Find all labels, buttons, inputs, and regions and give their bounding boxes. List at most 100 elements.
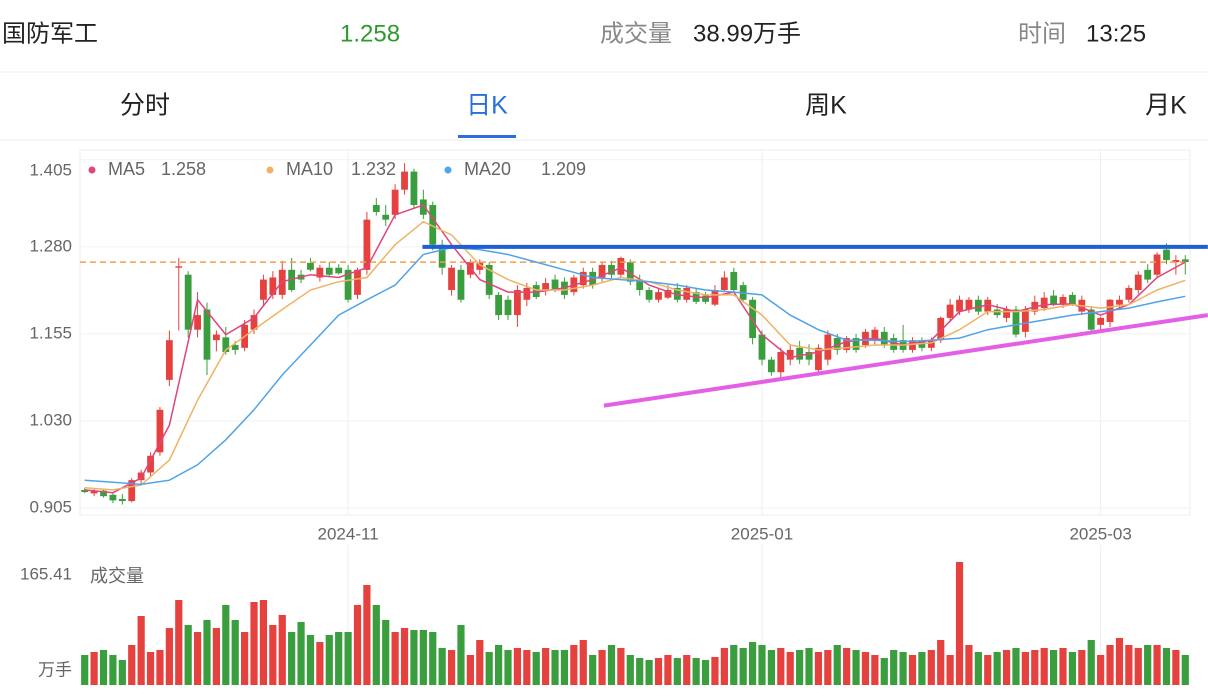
volume-bar bbox=[1031, 649, 1039, 685]
candle-body bbox=[118, 498, 126, 502]
candle-body bbox=[100, 490, 107, 497]
candle-body bbox=[495, 294, 503, 316]
volume-bar bbox=[701, 660, 710, 685]
candle-body bbox=[147, 455, 154, 473]
candle-body bbox=[137, 472, 145, 481]
volume-bar bbox=[908, 654, 917, 685]
tab[interactable]: 周K bbox=[805, 92, 847, 120]
volume-bar bbox=[269, 624, 277, 685]
candle-body bbox=[617, 257, 625, 275]
x-tick-label: 2025-01 bbox=[731, 524, 793, 543]
candle-body bbox=[231, 345, 239, 350]
volume-bar bbox=[1097, 654, 1105, 685]
candle-body bbox=[1125, 287, 1133, 300]
volume-label: 成交量 bbox=[600, 20, 672, 47]
candle-body bbox=[852, 338, 860, 350]
volume-bar bbox=[861, 651, 870, 685]
volume-bar bbox=[711, 656, 719, 685]
legend-name: MA10 bbox=[286, 159, 333, 179]
volume-bar bbox=[843, 647, 851, 685]
candle-body bbox=[476, 262, 484, 270]
tab-underline bbox=[458, 135, 516, 138]
volume-bar bbox=[955, 562, 964, 685]
volume-bar bbox=[457, 624, 465, 685]
volume-bar bbox=[1144, 644, 1152, 685]
candle-body bbox=[485, 264, 493, 295]
volume-bar bbox=[617, 647, 625, 685]
volume-bar bbox=[1012, 647, 1020, 685]
tab[interactable]: 分时 bbox=[120, 92, 170, 120]
candle-body bbox=[514, 290, 521, 316]
volume-bar bbox=[796, 649, 804, 685]
volume-bar bbox=[353, 604, 362, 685]
volume-tick-label: 165.41 bbox=[20, 564, 72, 583]
volume-bar bbox=[899, 651, 907, 685]
candle-body bbox=[833, 338, 841, 350]
volume-bar bbox=[363, 584, 371, 685]
ma-line bbox=[84, 204, 1186, 494]
volume-bar bbox=[316, 642, 324, 685]
candle-body bbox=[1097, 317, 1105, 325]
candle-body bbox=[269, 277, 277, 295]
volume-bar bbox=[974, 651, 982, 685]
volume-bar bbox=[400, 627, 409, 685]
volume-bar bbox=[551, 649, 559, 685]
volume-bar bbox=[146, 651, 155, 685]
candle-body bbox=[777, 352, 785, 373]
volume-bar bbox=[118, 660, 126, 685]
candle-body bbox=[372, 205, 380, 212]
candle-body bbox=[965, 299, 973, 310]
candle-body bbox=[683, 287, 691, 300]
volume-bar bbox=[1021, 651, 1029, 685]
candle-body bbox=[1003, 309, 1010, 318]
candle-body bbox=[702, 295, 709, 302]
candle-body bbox=[1087, 309, 1095, 330]
volume-bar bbox=[532, 651, 540, 685]
volume-bar bbox=[476, 640, 484, 685]
volume-bar bbox=[1068, 651, 1077, 685]
candle-body bbox=[655, 292, 662, 300]
candle-body bbox=[1181, 259, 1189, 263]
volume-bar bbox=[946, 654, 954, 685]
volume-bar bbox=[871, 654, 879, 685]
candle-body bbox=[974, 299, 982, 312]
legend-value: 1.209 bbox=[541, 159, 586, 179]
candle-body bbox=[438, 244, 446, 268]
time-label: 时间 bbox=[1018, 20, 1066, 47]
volume-bar bbox=[438, 647, 446, 685]
volume-bar bbox=[1162, 647, 1171, 685]
candle-body bbox=[419, 199, 427, 215]
volume-bar bbox=[1087, 640, 1095, 685]
volume-bar bbox=[645, 660, 653, 685]
candle-body bbox=[1069, 294, 1076, 305]
volume-bar bbox=[720, 647, 728, 685]
candle-body bbox=[880, 331, 888, 346]
candle-body bbox=[401, 171, 408, 190]
tab[interactable]: 月K bbox=[1145, 92, 1187, 120]
volume-bar bbox=[156, 649, 164, 685]
candle-body bbox=[109, 494, 117, 501]
candle-body bbox=[1153, 254, 1161, 275]
y-tick-label: 1.280 bbox=[29, 236, 72, 255]
volume-bar bbox=[344, 631, 352, 685]
candle-body bbox=[90, 490, 98, 494]
volume-bar bbox=[109, 654, 117, 685]
volume-bar bbox=[993, 651, 1001, 685]
volume-bar bbox=[739, 647, 747, 685]
candle-body bbox=[862, 331, 869, 346]
volume-bar bbox=[288, 631, 296, 685]
volume-bar bbox=[560, 649, 569, 685]
candle-body bbox=[316, 267, 324, 278]
legend-value: 1.232 bbox=[351, 159, 396, 179]
legend-dot bbox=[444, 166, 452, 174]
candle-body bbox=[81, 489, 89, 493]
y-tick-label: 1.405 bbox=[29, 160, 72, 179]
volume-bar bbox=[1125, 644, 1133, 685]
candle-body bbox=[523, 287, 531, 300]
candle-body bbox=[608, 264, 615, 275]
candle-body bbox=[363, 219, 371, 270]
candle-body bbox=[128, 480, 136, 502]
volume-bar bbox=[81, 654, 89, 685]
tab[interactable]: 日K bbox=[466, 92, 508, 120]
candle-body bbox=[843, 338, 851, 350]
